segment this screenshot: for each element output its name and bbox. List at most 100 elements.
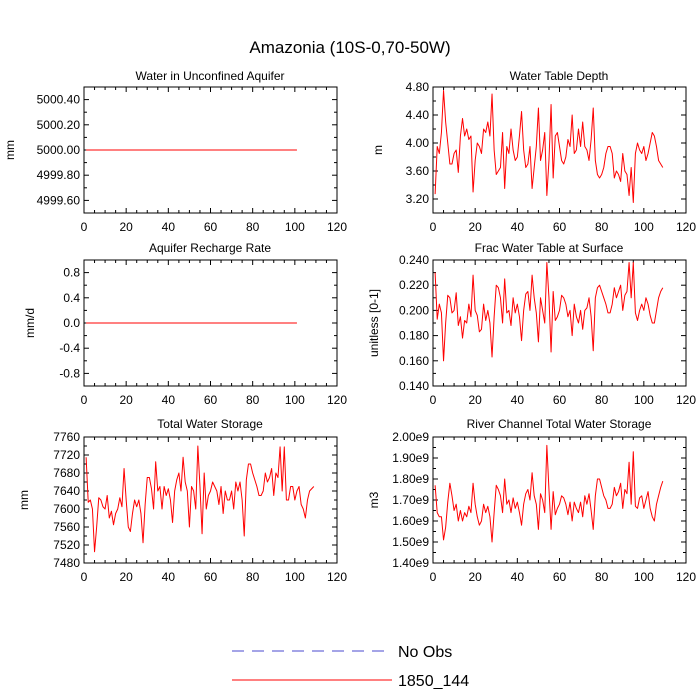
x-tick-label: 0 bbox=[430, 570, 437, 584]
y-tick-label: 4.80 bbox=[406, 80, 430, 94]
y-tick-label: 7520 bbox=[53, 538, 80, 552]
x-tick-label: 40 bbox=[162, 570, 176, 584]
x-tick-label: 40 bbox=[511, 570, 525, 584]
x-tick-label: 0 bbox=[430, 220, 437, 234]
x-tick-label: 20 bbox=[119, 393, 133, 407]
legend-label-no-obs: No Obs bbox=[398, 644, 452, 661]
y-tick-label: 0.220 bbox=[399, 278, 429, 292]
x-tick-label: 80 bbox=[246, 393, 260, 407]
x-tick-label: 20 bbox=[119, 220, 133, 234]
x-tick-label: 80 bbox=[246, 220, 260, 234]
series-line-1850-144 bbox=[434, 444, 664, 543]
y-tick-label: 4.40 bbox=[406, 108, 430, 122]
y-tick-label: 7640 bbox=[53, 484, 80, 498]
x-tick-label: 100 bbox=[285, 570, 305, 584]
y-tick-label: 3.20 bbox=[406, 192, 430, 206]
y-tick-label: 1.70e9 bbox=[392, 493, 429, 507]
x-tick-label: 100 bbox=[634, 570, 654, 584]
plot-frame bbox=[432, 436, 687, 564]
y-tick-label: 0.4 bbox=[63, 291, 80, 305]
x-tick-label: 120 bbox=[327, 220, 347, 234]
y-tick-label: 7560 bbox=[53, 520, 80, 534]
figure-title: Amazonia (10S-0,70-50W) bbox=[249, 38, 450, 57]
x-tick-label: 100 bbox=[634, 220, 654, 234]
legend: No Obs 1850_144 bbox=[232, 644, 469, 690]
x-tick-label: 0 bbox=[81, 570, 88, 584]
y-tick-label: 1.50e9 bbox=[392, 535, 429, 549]
y-tick-label: 0.140 bbox=[399, 379, 429, 393]
panel-title: Total Water Storage bbox=[157, 417, 263, 431]
y-tick-label: 0.0 bbox=[63, 316, 80, 330]
y-axis-label: mm bbox=[3, 140, 17, 160]
x-tick-label: 100 bbox=[634, 393, 654, 407]
y-tick-label: 1.90e9 bbox=[392, 451, 429, 465]
x-tick-label: 120 bbox=[327, 393, 347, 407]
y-tick-label: 1.80e9 bbox=[392, 472, 429, 486]
panel-title: River Channel Total Water Storage bbox=[467, 417, 652, 431]
plot-frame bbox=[432, 259, 687, 387]
y-tick-label: 5000.40 bbox=[37, 93, 81, 107]
x-tick-label: 60 bbox=[204, 393, 218, 407]
x-tick-label: 60 bbox=[553, 570, 567, 584]
x-tick-label: 60 bbox=[204, 570, 218, 584]
y-tick-label: 2.00e9 bbox=[392, 430, 429, 444]
x-tick-label: 120 bbox=[327, 570, 347, 584]
y-tick-label: 4.00 bbox=[406, 136, 430, 150]
x-tick-label: 60 bbox=[204, 220, 218, 234]
y-tick-label: 4999.80 bbox=[37, 168, 81, 182]
panel-title: Frac Water Table at Surface bbox=[475, 241, 624, 255]
x-tick-label: 20 bbox=[468, 220, 482, 234]
x-tick-label: 40 bbox=[162, 220, 176, 234]
x-tick-label: 20 bbox=[468, 570, 482, 584]
y-tick-label: 0.160 bbox=[399, 354, 429, 368]
x-tick-label: 20 bbox=[468, 393, 482, 407]
panel-total-water-storage: Total Water Storage mm 0 20 40 60 80 100 120 74… bbox=[17, 417, 347, 584]
x-tick-label: 80 bbox=[246, 570, 260, 584]
y-axis-label: mm bbox=[17, 490, 31, 510]
x-tick-label: 80 bbox=[595, 220, 609, 234]
x-tick-label: 20 bbox=[119, 570, 133, 584]
y-tick-label: 0.180 bbox=[399, 329, 429, 343]
y-axis-label: m bbox=[371, 145, 385, 155]
x-tick-label: 80 bbox=[595, 570, 609, 584]
x-tick-label: 100 bbox=[285, 220, 305, 234]
panel-title: Aquifer Recharge Rate bbox=[149, 241, 271, 255]
x-tick-label: 0 bbox=[81, 220, 88, 234]
y-tick-label: 7680 bbox=[53, 466, 80, 480]
panel-water-table-depth: Water Table Depth m 0 20 40 60 80 100 120 3.20 3… bbox=[371, 69, 696, 234]
panel-title: Water in Unconfined Aquifer bbox=[136, 69, 285, 83]
x-tick-label: 60 bbox=[553, 393, 567, 407]
x-tick-label: 100 bbox=[285, 393, 305, 407]
panel-title: Water Table Depth bbox=[510, 69, 609, 83]
y-tick-label: 7480 bbox=[53, 556, 80, 570]
y-axis-label: m3 bbox=[367, 491, 381, 508]
x-tick-label: 120 bbox=[676, 393, 696, 407]
y-tick-label: 1.60e9 bbox=[392, 514, 429, 528]
y-tick-label: 7720 bbox=[53, 448, 80, 462]
y-axis-label: unitless [0-1] bbox=[367, 289, 381, 357]
y-tick-label: -0.4 bbox=[59, 341, 80, 355]
x-tick-label: 40 bbox=[511, 220, 525, 234]
series-line-1850-144 bbox=[434, 90, 664, 203]
y-tick-label: 1.40e9 bbox=[392, 556, 429, 570]
y-tick-label: 5000.00 bbox=[37, 143, 81, 157]
legend-label-1850-144: 1850_144 bbox=[398, 673, 469, 690]
y-tick-label: 0.240 bbox=[399, 253, 429, 267]
y-tick-label: -0.8 bbox=[59, 366, 80, 380]
x-tick-label: 0 bbox=[81, 393, 88, 407]
y-tick-label: 0.200 bbox=[399, 303, 429, 317]
panel-water-in-unconfined-aquifer: Water in Unconfined Aquifer mm 0 20 40 60 80… bbox=[3, 69, 347, 234]
y-tick-label: 7760 bbox=[53, 430, 80, 444]
y-tick-label: 3.60 bbox=[406, 164, 430, 178]
x-tick-label: 40 bbox=[162, 393, 176, 407]
panel-river-channel-total-water-storage: River Channel Total Water Storage m3 0 20… bbox=[367, 417, 696, 584]
y-tick-label: 0.8 bbox=[63, 266, 80, 280]
x-tick-label: 0 bbox=[430, 393, 437, 407]
x-tick-label: 60 bbox=[553, 220, 567, 234]
x-tick-label: 40 bbox=[511, 393, 525, 407]
series-line-1850-144 bbox=[434, 262, 664, 362]
y-axis-label: mm/d bbox=[23, 308, 37, 338]
x-tick-label: 120 bbox=[676, 220, 696, 234]
x-tick-label: 80 bbox=[595, 393, 609, 407]
